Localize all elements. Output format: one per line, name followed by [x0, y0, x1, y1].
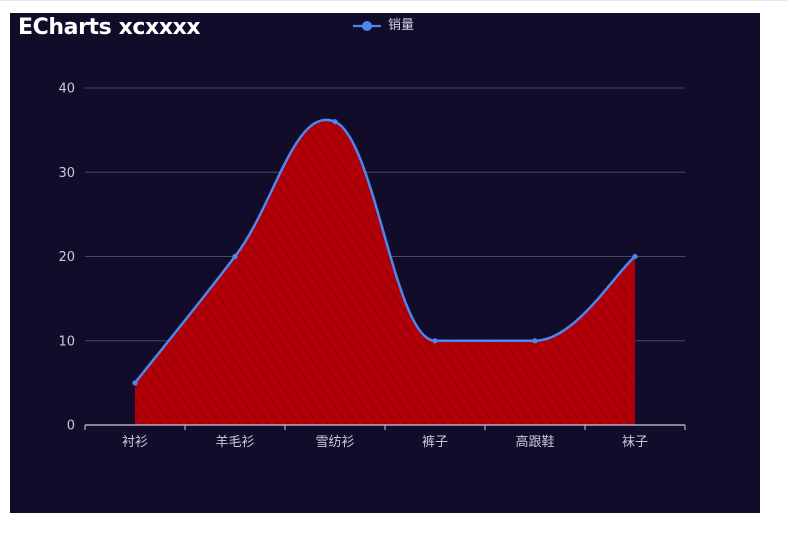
x-tick-label: 衬衫	[122, 435, 148, 450]
y-tick-label: 30	[58, 166, 75, 181]
area-fill	[135, 119, 635, 425]
data-point	[332, 119, 338, 125]
page-top-border	[0, 0, 787, 1]
y-tick-label: 0	[67, 419, 75, 434]
data-point	[632, 253, 638, 260]
legend-item-label: 销量	[388, 18, 415, 33]
series-line	[134, 118, 636, 384]
y-tick-label: 20	[58, 250, 75, 265]
y-tick-label: 10	[58, 334, 75, 349]
legend-line-icon	[353, 21, 381, 31]
chart-panel: ECharts xcxxxx 销量 0 10 20 30 40 衬衫 羊毛衫 雪纺衫 裤子 高跟鞋…	[10, 13, 760, 513]
data-point	[132, 380, 138, 386]
x-tick-label: 羊毛衫	[215, 434, 254, 450]
y-tick-label: 40	[58, 82, 75, 97]
chart-title: ECharts xcxxxx	[18, 15, 201, 40]
data-point	[432, 338, 438, 344]
data-point	[532, 338, 538, 344]
x-tick-label: 袜子	[622, 435, 648, 450]
x-tick-label: 高跟鞋	[515, 434, 554, 450]
legend[interactable]: 销量	[352, 16, 414, 36]
x-tick-label: 雪纺衫	[315, 435, 354, 450]
data-point	[232, 253, 238, 260]
chart-plot: 0 10 20 30 40 衬衫 羊毛衫 雪纺衫 裤子 高跟鞋 袜子	[58, 82, 686, 450]
x-tick-label: 裤子	[422, 435, 448, 450]
